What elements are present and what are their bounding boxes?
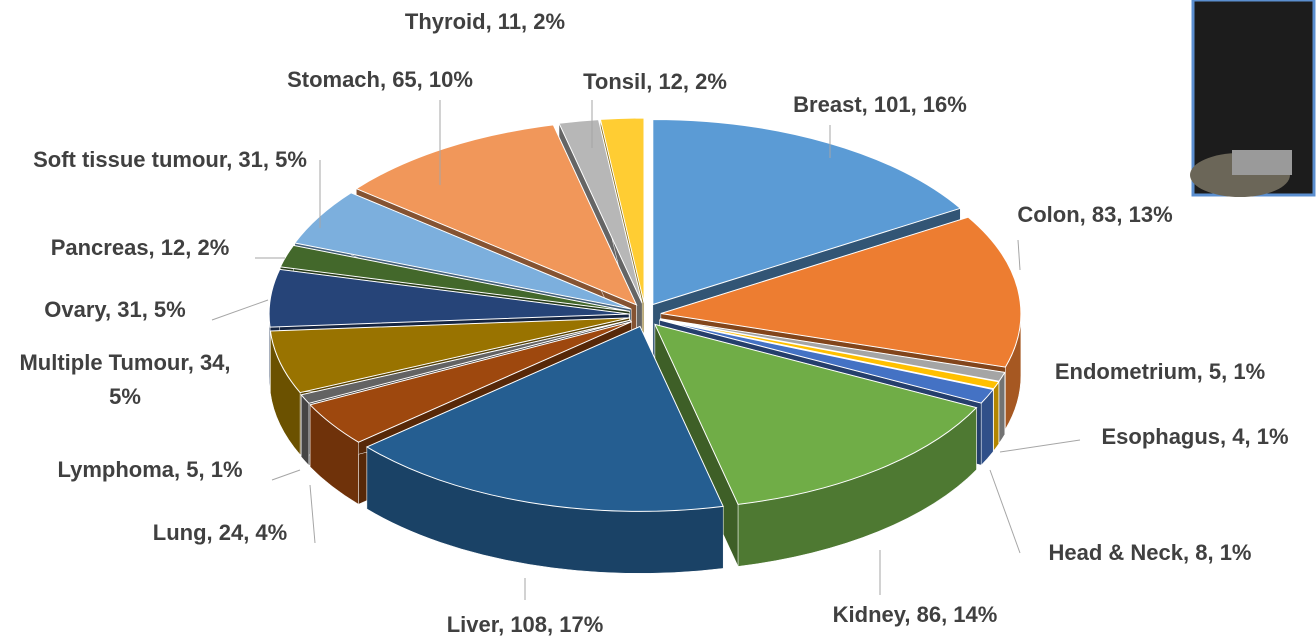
data-label: Pancreas, 12, 2% bbox=[51, 231, 230, 265]
slice-wall bbox=[994, 382, 999, 451]
leader-line bbox=[1018, 240, 1020, 270]
data-label: Breast, 101, 16% bbox=[793, 88, 967, 122]
data-label: Esophagus, 4, 1% bbox=[1101, 420, 1288, 454]
leader-line bbox=[212, 300, 268, 320]
slice-wall bbox=[999, 372, 1005, 443]
data-label: Tonsil, 12, 2% bbox=[583, 65, 727, 99]
data-label: Lung, 24, 4% bbox=[153, 516, 287, 550]
data-label: Colon, 83, 13% bbox=[1017, 198, 1172, 232]
data-label: Soft tissue tumour, 31, 5% bbox=[15, 143, 325, 177]
data-label: Thyroid, 11, 2% bbox=[405, 5, 565, 39]
photo-detail bbox=[1232, 150, 1292, 175]
data-label: Liver, 108, 17% bbox=[447, 608, 604, 640]
chart: Breast, 101, 16% Colon, 83, 13% Endometriu… bbox=[0, 0, 1316, 640]
slice-wall bbox=[301, 395, 309, 466]
data-label: Endometrium, 5, 1% bbox=[1045, 355, 1275, 389]
leader-line bbox=[1000, 440, 1080, 452]
data-label: Ovary, 31, 5% bbox=[44, 293, 185, 327]
leader-line bbox=[310, 485, 315, 543]
leader-line bbox=[990, 470, 1020, 553]
leader-line bbox=[272, 470, 300, 480]
data-label: Multiple Tumour, 34, 5% bbox=[10, 346, 240, 414]
data-label: Kidney, 86, 14% bbox=[833, 598, 998, 632]
data-label: Lymphoma, 5, 1% bbox=[57, 453, 242, 487]
data-label: Head & Neck, 8, 1% bbox=[1049, 536, 1252, 570]
data-label: Stomach, 65, 10% bbox=[287, 63, 473, 97]
